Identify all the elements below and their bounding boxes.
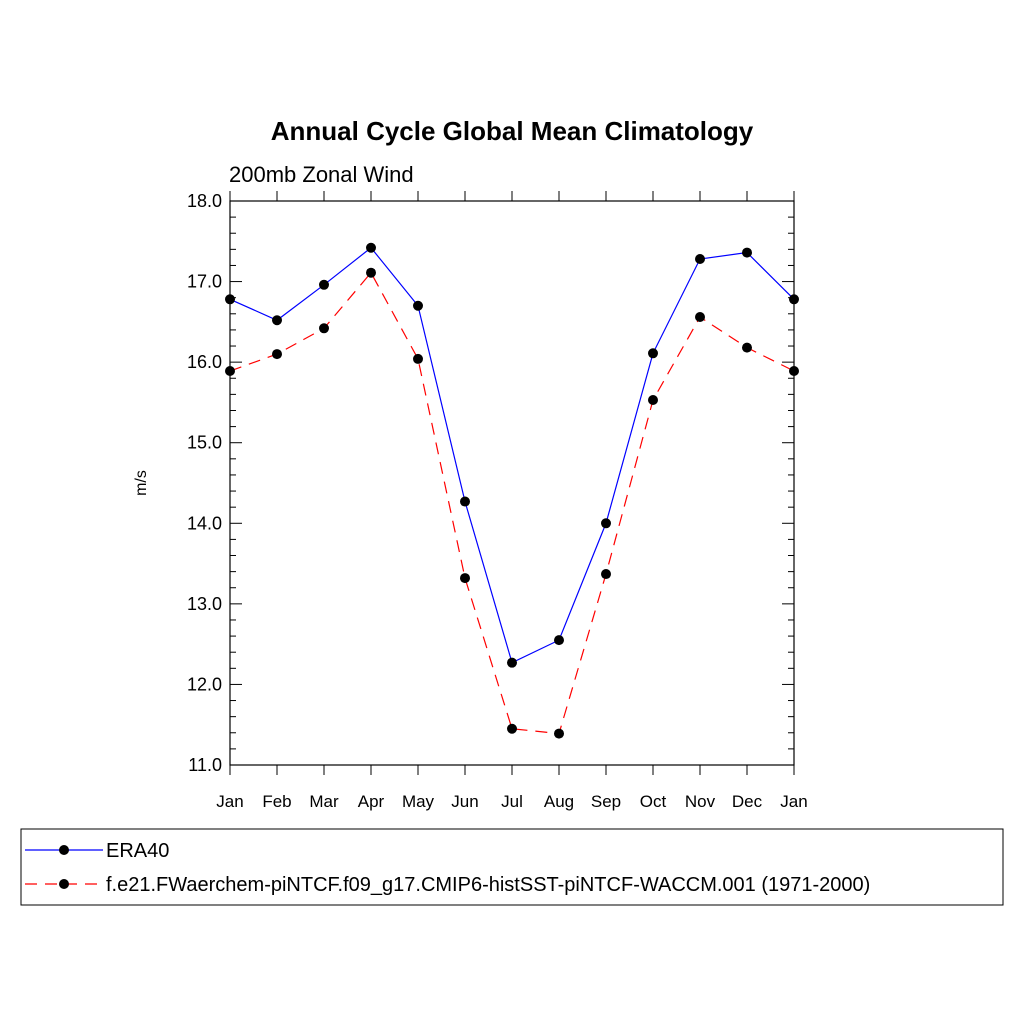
y-axis-label: m/s xyxy=(133,470,150,496)
y-tick-label: 17.0 xyxy=(187,272,222,292)
series-lines xyxy=(225,242,799,739)
data-point-series-1 xyxy=(648,395,658,406)
x-tick-label: Dec xyxy=(732,792,763,811)
legend-label-1: f.e21.FWaerchem-piNTCF.f09_g17.CMIP6-his… xyxy=(106,874,870,896)
y-tick-label: 12.0 xyxy=(187,674,222,694)
chart-title: Annual Cycle Global Mean Climatology xyxy=(271,116,754,146)
data-point-series-0 xyxy=(648,348,658,359)
data-point-series-1 xyxy=(460,573,470,584)
data-point-series-1 xyxy=(413,353,423,364)
y-tick-label: 16.0 xyxy=(187,352,222,372)
series-line-0 xyxy=(229,246,795,664)
data-point-series-0 xyxy=(507,657,517,668)
x-tick-label: Apr xyxy=(358,792,385,811)
legend-marker-0 xyxy=(59,845,69,855)
data-point-series-0 xyxy=(413,300,423,311)
data-point-series-0 xyxy=(554,635,564,646)
data-point-series-0 xyxy=(366,242,376,253)
data-point-series-1 xyxy=(319,323,329,334)
data-point-series-0 xyxy=(460,496,470,507)
axis-tick-labels: 11.0 12.0 13.0 14.0 15.0 16.0 17.0 18.0 Jan Feb Ma… xyxy=(187,191,808,811)
x-tick-label: Mar xyxy=(309,792,339,811)
data-point-series-1 xyxy=(507,723,517,734)
legend-label-0: ERA40 xyxy=(106,840,169,862)
data-point-series-1 xyxy=(554,728,564,739)
x-tick-label: Jun xyxy=(451,792,478,811)
data-point-series-0 xyxy=(601,518,611,529)
x-tick-label: Jan xyxy=(216,792,243,811)
data-point-series-1 xyxy=(742,342,752,353)
data-point-series-1 xyxy=(366,267,376,278)
data-point-series-1 xyxy=(695,312,705,323)
x-tick-label: Feb xyxy=(262,792,291,811)
data-point-series-1 xyxy=(272,349,282,360)
y-tick-label: 15.0 xyxy=(187,433,222,453)
tick-marks xyxy=(229,191,795,775)
plot-frame xyxy=(229,200,795,766)
x-tick-label: May xyxy=(402,792,435,811)
data-point-series-0 xyxy=(695,254,705,265)
x-tick-label: Oct xyxy=(640,792,667,811)
data-point-series-0 xyxy=(319,279,329,290)
data-point-series-1 xyxy=(601,569,611,580)
chart-subtitle: 200mb Zonal Wind xyxy=(229,162,414,187)
y-tick-label: 11.0 xyxy=(188,755,222,775)
x-tick-label: Jul xyxy=(501,792,523,811)
legend: ERA40 f.e21.FWaerchem-piNTCF.f09_g17.CMIP… xyxy=(20,828,1004,906)
x-tick-label: Nov xyxy=(685,792,716,811)
x-tick-label: Sep xyxy=(591,792,621,811)
y-tick-label: 13.0 xyxy=(187,594,222,614)
x-tick-label: Aug xyxy=(544,792,574,811)
data-point-series-0 xyxy=(272,315,282,326)
legend-box xyxy=(20,828,1004,906)
legend-marker-1 xyxy=(59,879,69,889)
x-tick-label: Jan xyxy=(780,792,807,811)
y-tick-label: 18.0 xyxy=(187,191,222,211)
data-point-series-0 xyxy=(742,247,752,258)
y-tick-label: 14.0 xyxy=(187,513,222,533)
